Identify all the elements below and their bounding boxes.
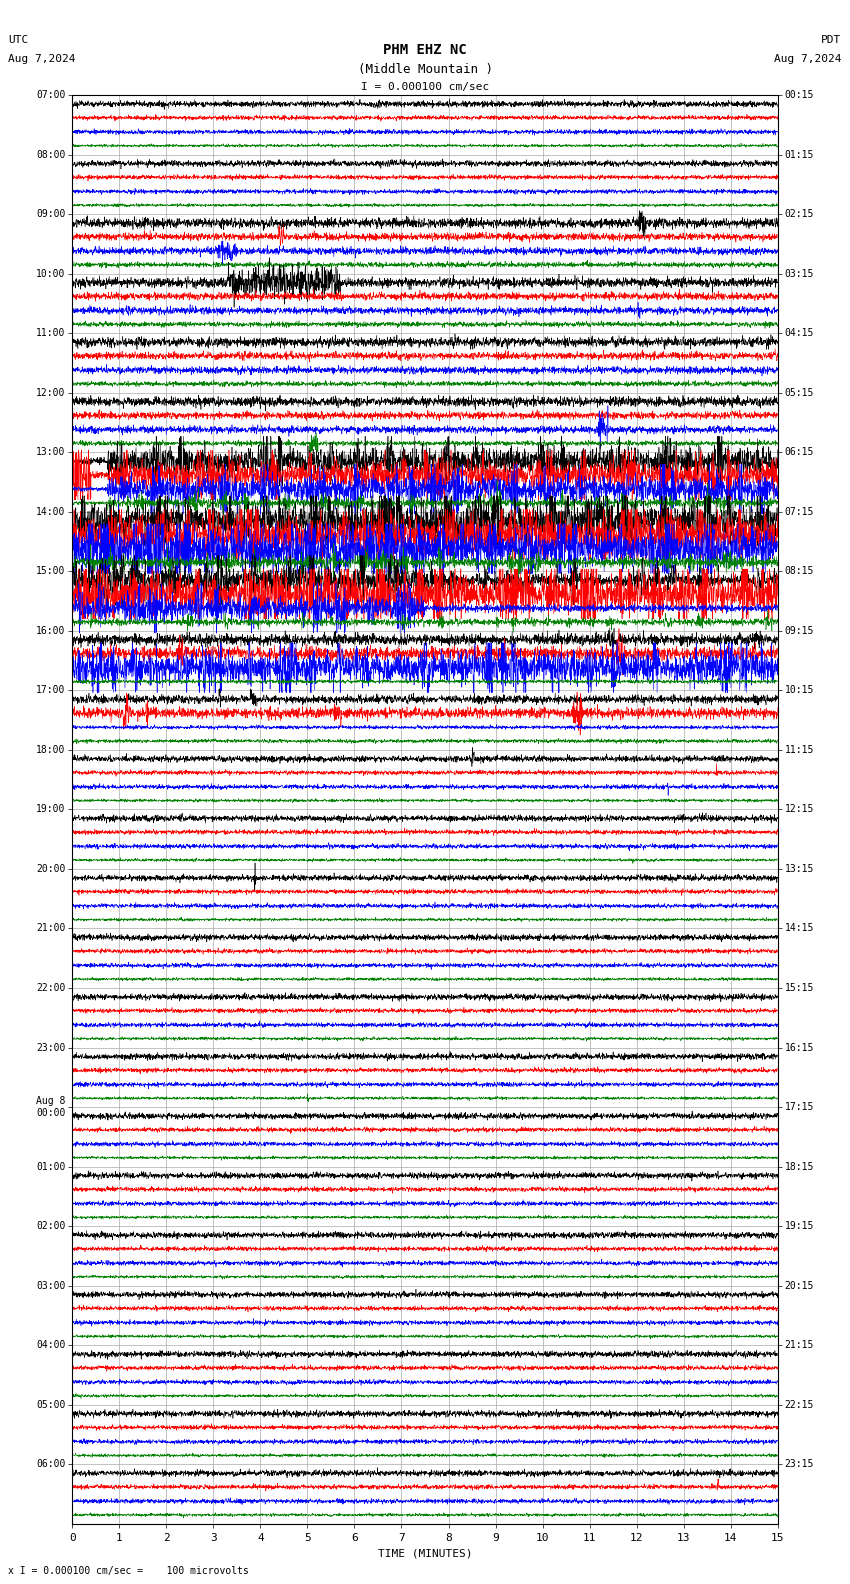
Text: (Middle Mountain ): (Middle Mountain ) [358, 63, 492, 76]
Text: PDT: PDT [821, 35, 842, 44]
Text: x I = 0.000100 cm/sec =    100 microvolts: x I = 0.000100 cm/sec = 100 microvolts [8, 1567, 249, 1576]
Text: Aug 7,2024: Aug 7,2024 [8, 54, 76, 63]
Text: Aug 7,2024: Aug 7,2024 [774, 54, 842, 63]
Text: I = 0.000100 cm/sec: I = 0.000100 cm/sec [361, 82, 489, 92]
Text: PHM EHZ NC: PHM EHZ NC [383, 43, 467, 57]
X-axis label: TIME (MINUTES): TIME (MINUTES) [377, 1549, 473, 1559]
Text: UTC: UTC [8, 35, 29, 44]
